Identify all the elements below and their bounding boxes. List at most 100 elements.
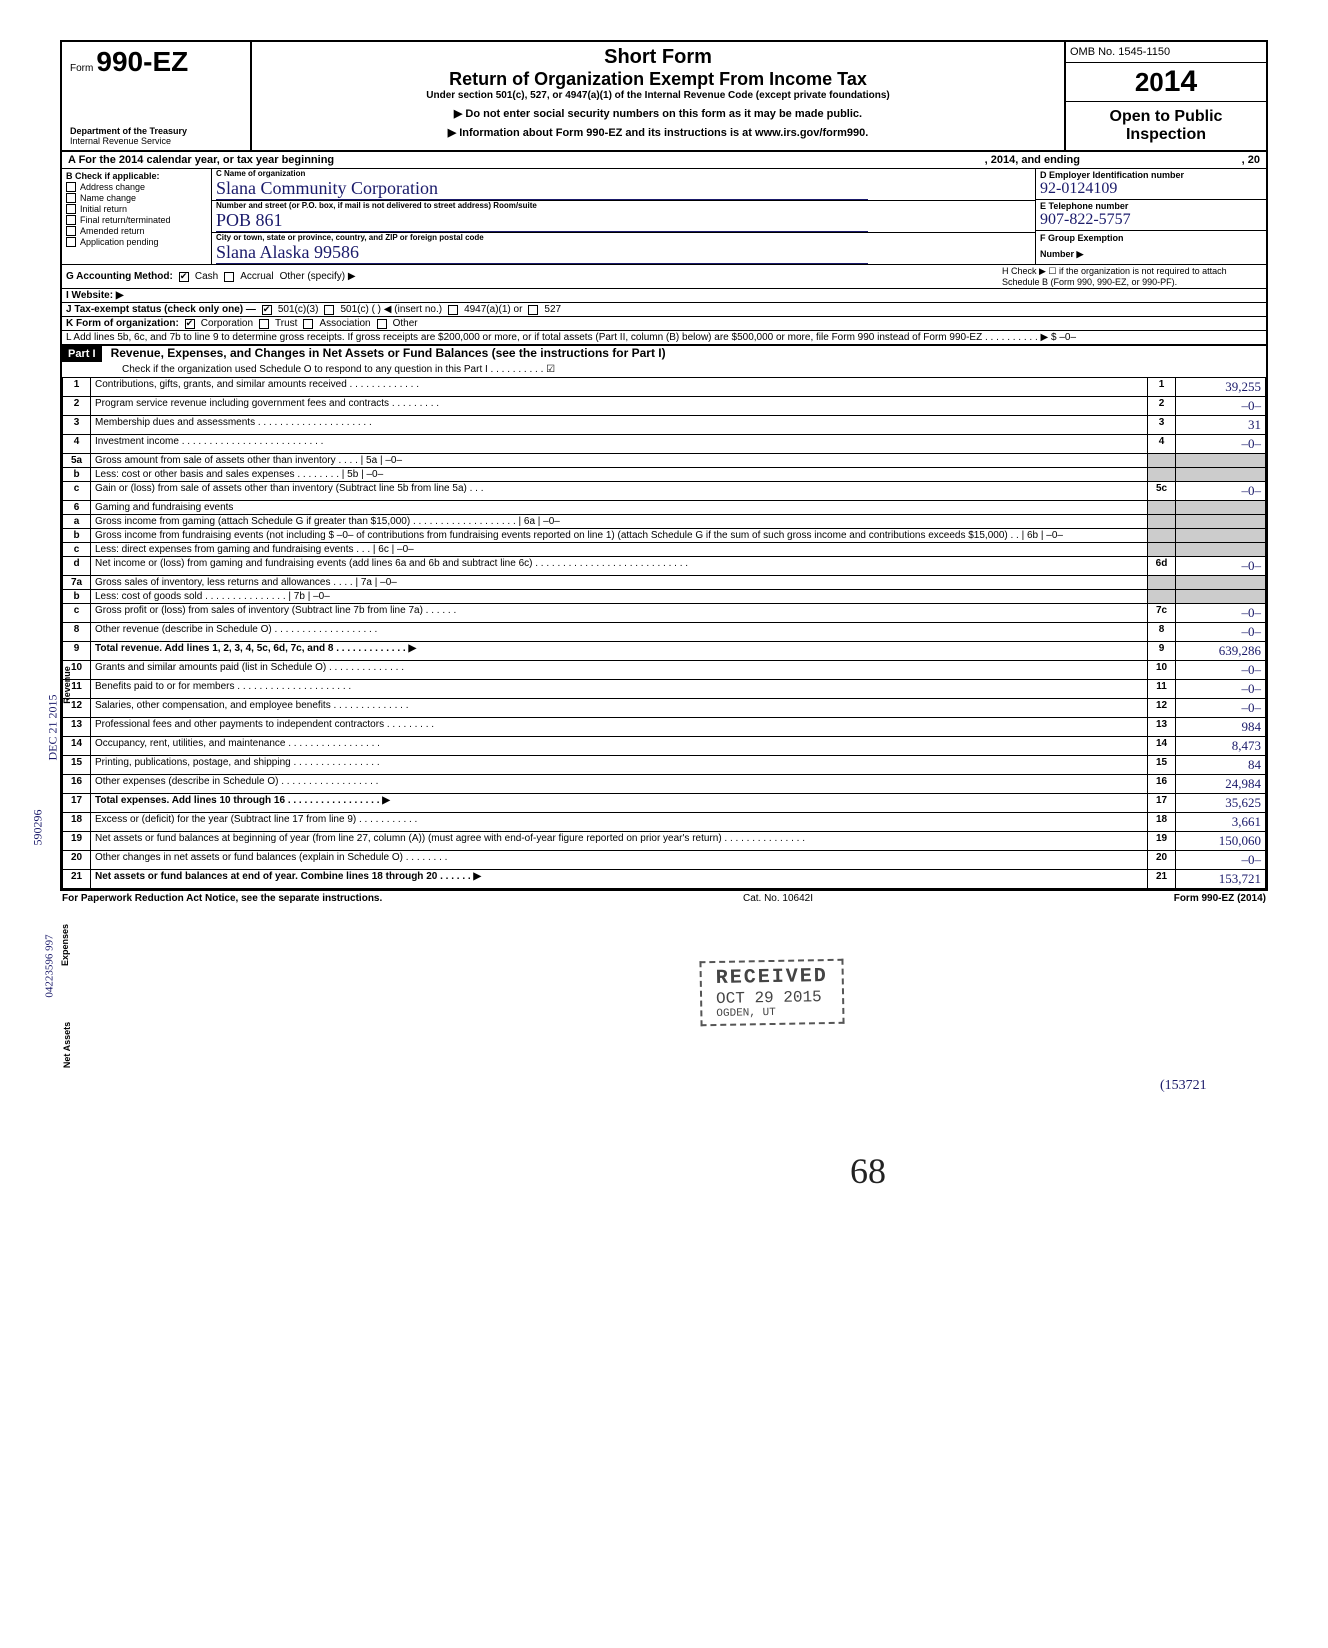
section-expenses: Expenses <box>60 924 70 966</box>
line-1: 1Contributions, gifts, grants, and simil… <box>63 378 1266 397</box>
org-city[interactable]: Slana Alaska 99586 <box>216 242 868 264</box>
line-15: 15Printing, publications, postage, and s… <box>63 756 1266 775</box>
line-a: aGross income from gaming (attach Schedu… <box>63 515 1266 529</box>
ein[interactable]: 92-0124109 <box>1040 180 1262 198</box>
amount-21[interactable]: 153,721 <box>1176 870 1266 889</box>
entity-info-box: B Check if applicable: Address change Na… <box>60 169 1268 265</box>
part-i-table: 1Contributions, gifts, grants, and simil… <box>62 377 1266 889</box>
amount-2[interactable]: –0– <box>1176 397 1266 416</box>
line-9: 9Total revenue. Add lines 1, 2, 3, 4, 5c… <box>63 642 1266 661</box>
short-form: Short Form <box>258 46 1058 69</box>
line-17: 17Total expenses. Add lines 10 through 1… <box>63 794 1266 813</box>
return-title: Return of Organization Exempt From Incom… <box>258 69 1058 90</box>
line-h: H Check ▶ ☐ if the organization is not r… <box>1002 266 1262 287</box>
amount-c[interactable]: –0– <box>1176 482 1266 501</box>
margin-num: 590296 <box>31 810 46 846</box>
chk-app-pending[interactable] <box>66 237 76 247</box>
chk-other-org[interactable] <box>377 319 387 329</box>
amount-12[interactable]: –0– <box>1176 699 1266 718</box>
amount-20[interactable]: –0– <box>1176 851 1266 870</box>
omb-number: OMB No. 1545-1150 <box>1066 42 1266 63</box>
under-section: Under section 501(c), 527, or 4947(a)(1)… <box>258 90 1058 101</box>
line-k-org-form: K Form of organization: Corporation Trus… <box>60 317 1268 331</box>
chk-4947[interactable] <box>448 305 458 315</box>
chk-address-change[interactable] <box>66 182 76 192</box>
amount-18[interactable]: 3,661 <box>1176 813 1266 832</box>
line-11: 11Benefits paid to or for members . . . … <box>63 680 1266 699</box>
chk-corporation[interactable] <box>185 319 195 329</box>
box-def: D Employer Identification number 92-0124… <box>1036 169 1266 264</box>
amount-15[interactable]: 84 <box>1176 756 1266 775</box>
phone[interactable]: 907-822-5757 <box>1040 211 1262 229</box>
line-g-h: G Accounting Method: Cash Accrual Other … <box>60 265 1268 289</box>
chk-501c3[interactable] <box>262 305 272 315</box>
amount-8[interactable]: –0– <box>1176 623 1266 642</box>
amount-14[interactable]: 8,473 <box>1176 737 1266 756</box>
line-13: 13Professional fees and other payments t… <box>63 718 1266 737</box>
chk-501c[interactable] <box>324 305 334 315</box>
chk-trust[interactable] <box>259 319 269 329</box>
section-revenue: Revenue <box>62 666 72 704</box>
line-4: 4Investment income . . . . . . . . . . .… <box>63 435 1266 454</box>
page-footer: For Paperwork Reduction Act Notice, see … <box>60 893 1268 904</box>
line-18: 18Excess or (deficit) for the year (Subt… <box>63 813 1266 832</box>
line-c: cGross profit or (loss) from sales of in… <box>63 604 1266 623</box>
right-paren-note: (153721 <box>1160 1078 1207 1094</box>
amount-c[interactable]: –0– <box>1176 604 1266 623</box>
line-10: 10Grants and similar amounts paid (list … <box>63 661 1266 680</box>
part-i-check: Check if the organization used Schedule … <box>62 362 1266 377</box>
form-number: 990-EZ <box>96 46 188 77</box>
line-5a: 5aGross amount from sale of assets other… <box>63 454 1266 468</box>
line-c: cLess: direct expenses from gaming and f… <box>63 543 1266 557</box>
amount-3[interactable]: 31 <box>1176 416 1266 435</box>
chk-527[interactable] <box>528 305 538 315</box>
margin-left-num: 04223596 997 <box>44 934 56 997</box>
chk-final-return[interactable] <box>66 215 76 225</box>
form-prefix: Form <box>70 63 93 74</box>
line-b: bLess: cost or other basis and sales exp… <box>63 468 1266 482</box>
line-b: bGross income from fundraising events (n… <box>63 529 1266 543</box>
line-2: 2Program service revenue including gover… <box>63 397 1266 416</box>
amount-9[interactable]: 639,286 <box>1176 642 1266 661</box>
amount-17[interactable]: 35,625 <box>1176 794 1266 813</box>
amount-1[interactable]: 39,255 <box>1176 378 1266 397</box>
part-i: Part I Revenue, Expenses, and Changes in… <box>60 346 1268 891</box>
box-b-checkboxes: B Check if applicable: Address change Na… <box>62 169 212 264</box>
chk-amended[interactable] <box>66 226 76 236</box>
received-stamp: RECEIVED OCT 29 2015 OGDEN, UT <box>699 959 844 1027</box>
line-16: 16Other expenses (describe in Schedule O… <box>63 775 1266 794</box>
amount-11[interactable]: –0– <box>1176 680 1266 699</box>
amount-10[interactable]: –0– <box>1176 661 1266 680</box>
box-c: C Name of organization Slana Community C… <box>212 169 1036 264</box>
org-name[interactable]: Slana Community Corporation <box>216 178 868 200</box>
line-3: 3Membership dues and assessments . . . .… <box>63 416 1266 435</box>
line-14: 14Occupancy, rent, utilities, and mainte… <box>63 737 1266 756</box>
line-d: dNet income or (loss) from gaming and fu… <box>63 557 1266 576</box>
irs: Internal Revenue Service <box>70 136 242 146</box>
amount-16[interactable]: 24,984 <box>1176 775 1266 794</box>
amount-d[interactable]: –0– <box>1176 557 1266 576</box>
chk-association[interactable] <box>303 319 313 329</box>
line-8: 8Other revenue (describe in Schedule O) … <box>63 623 1266 642</box>
chk-accrual[interactable] <box>224 272 234 282</box>
arrow-line-1: ▶ Do not enter social security numbers o… <box>258 107 1058 120</box>
margin-date-stamp: DEC 21 2015 <box>46 695 61 761</box>
dept: Department of the Treasury <box>70 126 242 136</box>
line-21: 21Net assets or fund balances at end of … <box>63 870 1266 889</box>
amount-4[interactable]: –0– <box>1176 435 1266 454</box>
tax-year: 2014 <box>1066 63 1266 102</box>
chk-initial-return[interactable] <box>66 204 76 214</box>
row-a-tax-year: A For the 2014 calendar year, or tax yea… <box>60 152 1268 169</box>
arrow-line-2: ▶ Information about Form 990-EZ and its … <box>258 126 1058 139</box>
initials-mark: 68 <box>850 1150 886 1192</box>
line-12: 12Salaries, other compensation, and empl… <box>63 699 1266 718</box>
line-j-tax-status: J Tax-exempt status (check only one) — 5… <box>60 303 1268 317</box>
line-6: 6Gaming and fundraising events <box>63 501 1266 515</box>
part-i-tag: Part I <box>62 346 102 362</box>
chk-cash[interactable] <box>179 272 189 282</box>
line-19: 19Net assets or fund balances at beginni… <box>63 832 1266 851</box>
chk-name-change[interactable] <box>66 193 76 203</box>
amount-19[interactable]: 150,060 <box>1176 832 1266 851</box>
org-street[interactable]: POB 861 <box>216 210 868 232</box>
amount-13[interactable]: 984 <box>1176 718 1266 737</box>
